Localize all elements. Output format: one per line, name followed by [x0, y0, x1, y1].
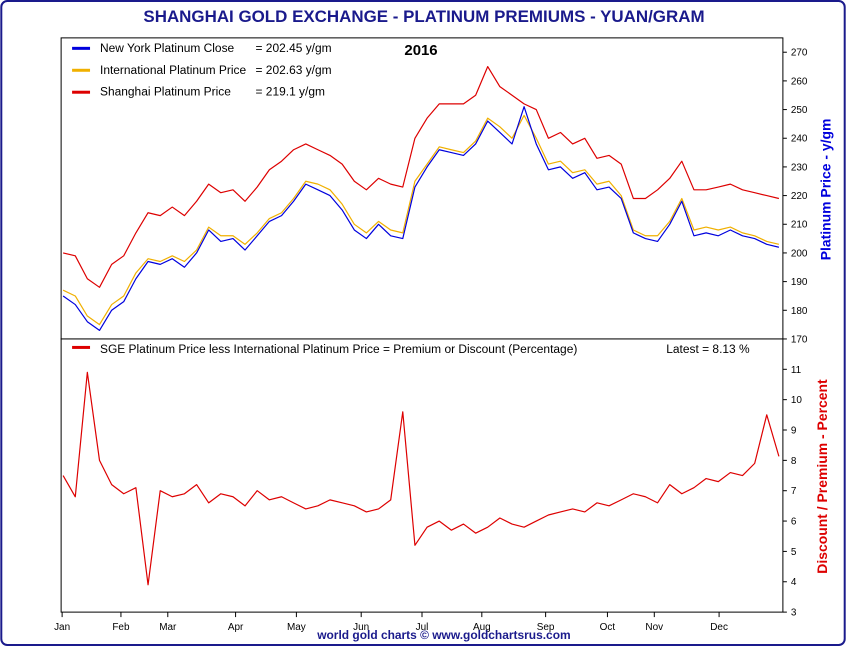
x-tick-label: Jan [54, 622, 70, 633]
y-tick-label: 4 [791, 577, 797, 588]
legend-swatch [72, 90, 91, 94]
y-tick-label: 170 [791, 334, 808, 345]
x-tick-label: Jun [353, 622, 369, 633]
x-tick-label: Feb [112, 622, 130, 633]
legend-label: New York Platinum Close [100, 41, 235, 55]
y-tick-label: 230 [791, 162, 808, 173]
x-tick-label: May [287, 622, 306, 633]
y-tick-label: 180 [791, 306, 808, 317]
series-line-new-york [62, 106, 780, 331]
legend-label: SGE Platinum Price less International Pl… [100, 342, 577, 356]
legend-swatch [72, 46, 91, 50]
x-tick-label: Nov [645, 622, 663, 633]
x-tick-label: Mar [159, 622, 177, 633]
footer-credit: world gold charts © www.goldchartsrus.co… [316, 628, 570, 642]
premium-plot-area [60, 338, 784, 613]
premium-axis-title: Discount / Premium - Percent [814, 379, 830, 574]
y-tick-label: 5 [791, 547, 797, 558]
x-axis: Jan Feb Mar Apr May Jun Jul Aug Sep Oct Nov Dec [54, 612, 728, 633]
y-tick-label: 9 [791, 425, 797, 436]
y-tick-label: 6 [791, 517, 797, 528]
y-tick-label: 11 [791, 365, 802, 376]
legend-label: International Platinum Price [100, 63, 247, 77]
price-plot-area [60, 37, 784, 340]
legend-swatch [72, 68, 91, 72]
premium-legend: SGE Platinum Price less International Pl… [72, 342, 577, 356]
legend-value: = 202.63 y/gm [256, 63, 332, 77]
series-line-shanghai [62, 65, 780, 288]
page-title: SHANGHAI GOLD EXCHANGE - PLATINUM PREMIU… [143, 7, 704, 26]
y-tick-label: 250 [791, 105, 808, 116]
price-axis-title: Platinum Price - y/gm [818, 119, 834, 261]
premium-panel: 3 4 5 6 7 8 9 10 11 SGE Platinum Price less Inte… [60, 338, 830, 619]
x-tick-label: Aug [473, 622, 491, 633]
y-tick-label: 190 [791, 277, 808, 288]
y-tick-label: 240 [791, 134, 808, 145]
y-tick-label: 210 [791, 220, 808, 231]
y-tick-label: 7 [791, 486, 797, 497]
series-line-premium [62, 371, 780, 586]
y-tick-label: 8 [791, 456, 797, 467]
legend-label: Shanghai Platinum Price [100, 85, 231, 99]
x-tick-label: Apr [228, 622, 244, 633]
price-legend: New York Platinum Close = 202.45 y/gm Inte… [72, 41, 332, 99]
legend-swatch [72, 345, 91, 349]
y-tick-label: 270 [791, 48, 808, 59]
x-tick-label: Jul [416, 622, 429, 633]
y-tick-label: 220 [791, 191, 808, 202]
x-tick-label: Oct [600, 622, 616, 633]
price-panel: 170 180 190 200 210 220 230 240 250 260 270 2016 N… [60, 37, 834, 345]
x-tick-label: Sep [537, 622, 555, 633]
legend-value: = 202.45 y/gm [256, 41, 332, 55]
y-tick-label: 3 [791, 608, 797, 619]
x-tick-label: Dec [710, 622, 728, 633]
latest-annotation: Latest = 8.13 % [666, 342, 750, 356]
y-tick-label: 260 [791, 76, 808, 87]
y-tick-label: 10 [791, 395, 803, 406]
y-tick-label: 200 [791, 248, 808, 259]
year-label: 2016 [404, 42, 437, 59]
legend-value: = 219.1 y/gm [256, 85, 325, 99]
series-line-international [62, 114, 780, 326]
